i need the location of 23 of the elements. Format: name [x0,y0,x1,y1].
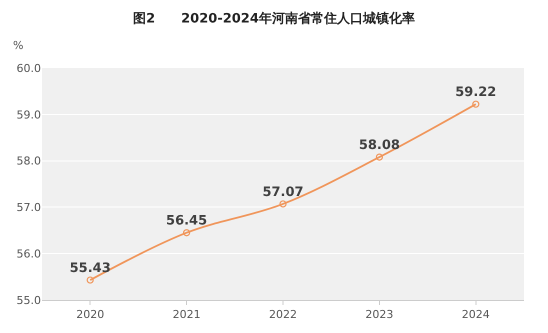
y-tick-label: 55.0 [16,294,41,307]
data-label: 58.08 [358,138,400,154]
y-axis-title: % [13,39,24,52]
data-label: 57.07 [262,184,304,200]
point [183,229,190,236]
data-label: 55.43 [70,261,111,276]
y-tick-label: 58.0 [16,154,41,168]
y-tick-label: 60.0 [16,62,41,75]
point [279,200,287,208]
point [376,153,383,161]
x-tick-label: 2023 [365,308,394,322]
x-tick-label: 2024 [462,308,490,322]
point [472,100,480,108]
x-tick-label: 2020 [76,308,104,322]
point [86,276,94,284]
chart-title: 图2 2020-2024年河南省常住人口城镇化率 [133,10,415,26]
x-tick-label: 2022 [269,308,297,322]
data-label: 59.22 [455,85,496,100]
y-tick-label: 57.0 [16,201,41,214]
x-tick-label: 2021 [172,308,201,322]
data-label: 56.45 [166,214,208,229]
y-tick-label: 56.0 [16,247,41,260]
y-tick-label: 59.0 [16,108,41,122]
